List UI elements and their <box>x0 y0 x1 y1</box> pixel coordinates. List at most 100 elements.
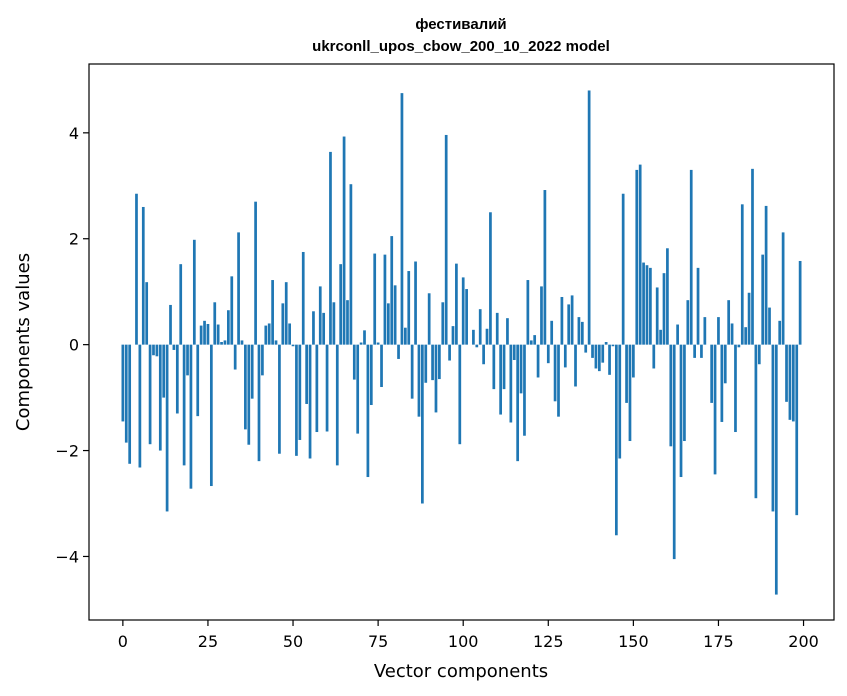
y-tick-label: −2 <box>55 442 79 461</box>
bar <box>649 267 652 345</box>
bar <box>410 344 414 399</box>
bar <box>424 344 428 383</box>
bar <box>250 344 254 399</box>
bar <box>281 303 285 345</box>
x-tick-label: 125 <box>533 632 564 651</box>
bar <box>192 239 196 345</box>
bar <box>213 302 217 345</box>
bar <box>618 344 622 459</box>
bar <box>264 325 268 345</box>
bar <box>244 344 247 430</box>
bar <box>686 300 690 345</box>
bar <box>148 344 152 445</box>
bar <box>798 260 802 345</box>
bar <box>461 277 465 345</box>
bar <box>781 232 785 345</box>
bar <box>472 329 475 345</box>
bar <box>720 344 724 422</box>
bar <box>574 344 577 387</box>
bar <box>638 164 642 345</box>
bar <box>386 303 390 345</box>
y-axis-label: Components values <box>13 253 34 431</box>
bar <box>632 344 635 378</box>
bar <box>128 344 132 464</box>
bar <box>757 344 761 365</box>
bar <box>584 344 588 353</box>
bar <box>369 344 373 406</box>
bar <box>315 344 319 433</box>
bar <box>312 311 315 345</box>
bar <box>563 344 567 368</box>
bar <box>645 265 649 345</box>
bar <box>604 342 608 345</box>
bar <box>536 344 540 378</box>
bar <box>485 328 489 345</box>
bar <box>165 344 169 512</box>
bar <box>700 344 703 358</box>
bar <box>233 344 237 370</box>
bar <box>482 344 485 365</box>
x-tick-label: 175 <box>703 632 734 651</box>
bar <box>495 312 499 345</box>
bar <box>713 344 717 475</box>
x-tick-label: 50 <box>283 632 303 651</box>
bar <box>373 253 377 345</box>
bar <box>427 293 431 345</box>
bar <box>325 344 329 432</box>
y-tick-label: 0 <box>69 336 79 355</box>
bar <box>209 344 213 487</box>
bar <box>543 190 547 345</box>
bar <box>397 344 400 359</box>
bar <box>625 344 628 403</box>
bar <box>152 344 155 356</box>
bar <box>540 286 543 345</box>
bar <box>458 344 462 445</box>
x-tick-label: 75 <box>368 632 388 651</box>
x-axis: 0 25 50 75 100 125 150 175 200 <box>118 620 819 651</box>
bar <box>288 323 291 345</box>
bar <box>400 93 404 345</box>
bar <box>635 169 639 345</box>
bar <box>223 340 227 345</box>
bar <box>298 344 302 440</box>
bar <box>689 169 693 345</box>
bar <box>179 264 183 345</box>
bar <box>761 254 765 345</box>
bar <box>227 310 230 345</box>
bar <box>349 184 353 345</box>
bar <box>754 344 758 499</box>
chart-title-line1: фестивалий <box>415 16 506 33</box>
bar <box>577 317 581 345</box>
bar <box>659 329 662 345</box>
bar <box>597 344 601 372</box>
bar <box>267 323 271 345</box>
bar <box>587 90 591 345</box>
bar <box>737 344 741 348</box>
bar <box>182 344 186 466</box>
bar <box>608 344 611 375</box>
bar <box>693 344 696 358</box>
bar <box>628 344 632 442</box>
bar <box>465 289 468 345</box>
bar <box>512 344 516 361</box>
bar <box>203 320 206 345</box>
bar <box>230 276 234 345</box>
bar <box>172 344 176 350</box>
bar <box>768 307 771 345</box>
bar <box>403 327 407 345</box>
bar <box>363 330 366 345</box>
bar <box>308 344 312 459</box>
bar <box>594 344 598 369</box>
bar <box>135 193 138 345</box>
bar <box>206 323 210 345</box>
bar <box>247 344 251 445</box>
bar <box>431 344 434 381</box>
bar <box>506 318 509 345</box>
bar <box>169 304 172 345</box>
bar <box>291 344 295 347</box>
bar <box>356 344 360 434</box>
bar <box>216 324 220 345</box>
bar <box>523 344 526 436</box>
bar <box>441 302 445 345</box>
